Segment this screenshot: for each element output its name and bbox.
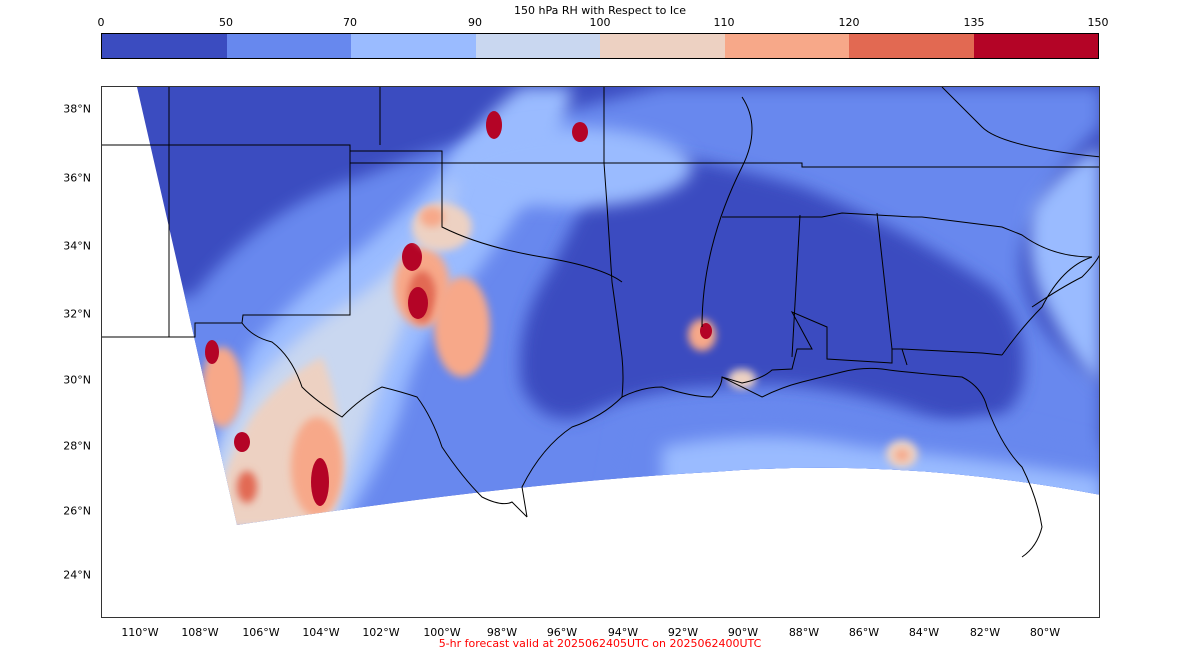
- rh-blob: [311, 458, 329, 506]
- colorbar-segment: [475, 34, 600, 58]
- colorbar-tick: 120: [838, 16, 860, 29]
- rh-zone-dry-east: [520, 147, 1024, 423]
- colorbar-segment: [226, 34, 351, 58]
- rh-blob: [408, 287, 428, 319]
- lat-label: 38°N: [63, 102, 91, 116]
- state-border: [168, 87, 623, 338]
- lon-label: 100°W: [423, 626, 461, 639]
- colorbar-title: 150 hPa RH with Respect to Ice: [514, 4, 686, 17]
- lat-label: 34°N: [63, 239, 91, 253]
- state-border: [1001, 256, 1093, 356]
- colorbar-segment: [849, 34, 974, 58]
- lon-label: 82°W: [969, 626, 1001, 639]
- lon-label: 98°W: [486, 626, 518, 639]
- rh-blob: [402, 243, 422, 271]
- state-border: [701, 96, 753, 328]
- lon-label: 104°W: [302, 626, 340, 639]
- lon-label: 88°W: [788, 626, 820, 639]
- lat-label: 32°N: [63, 307, 91, 321]
- rh-zone-north: [452, 127, 692, 207]
- map-panel: [101, 86, 1100, 618]
- coastline: [721, 367, 1043, 558]
- colorbar: [101, 33, 1099, 59]
- colorbar-tick: 100: [589, 16, 611, 29]
- lon-label: 110°W: [121, 626, 159, 639]
- state-border: [876, 212, 893, 350]
- lon-label: 90°W: [727, 626, 759, 639]
- rh-blob: [434, 277, 490, 377]
- state-border: [941, 87, 1099, 158]
- colorbar-segment: [724, 34, 849, 58]
- colorbar-tick: 70: [343, 16, 357, 29]
- rh-blob: [728, 369, 756, 389]
- state-border: [604, 162, 1099, 168]
- lat-label: 30°N: [63, 373, 91, 387]
- rh-blob: [202, 347, 242, 427]
- country-border: [241, 322, 528, 518]
- rh-blob: [895, 449, 909, 461]
- lon-label: 92°W: [667, 626, 699, 639]
- map-svg: [102, 87, 1099, 558]
- colorbar-tick: 150: [1087, 16, 1109, 29]
- lat-label: 28°N: [63, 439, 91, 453]
- lat-label: 24°N: [63, 568, 91, 582]
- lat-label: 36°N: [63, 171, 91, 185]
- rh-blob: [420, 207, 444, 227]
- coastline: [521, 396, 623, 518]
- lon-label: 102°W: [362, 626, 400, 639]
- colorbar-segment: [600, 34, 725, 58]
- lon-label: 80°W: [1029, 626, 1061, 639]
- boundaries: [102, 87, 1099, 558]
- lon-label: 108°W: [181, 626, 219, 639]
- colorbar-segment: [973, 34, 1098, 58]
- colorbar-tick: 110: [713, 16, 735, 29]
- coastline: [1031, 255, 1099, 308]
- state-border: [791, 214, 801, 358]
- state-border: [722, 212, 1093, 258]
- lon-label: 86°W: [848, 626, 880, 639]
- lon-label: 106°W: [242, 626, 280, 639]
- lon-label: 96°W: [546, 626, 578, 639]
- lat-label: 26°N: [63, 504, 91, 518]
- rh-zone-atlantic: [1029, 147, 1099, 387]
- rh-blob: [205, 340, 219, 364]
- lon-label: 94°W: [607, 626, 639, 639]
- forecast-caption: 5-hr forecast valid at 2025062405UTC on …: [438, 637, 762, 650]
- rh-blob: [234, 432, 250, 452]
- colorbar-tick: 90: [468, 16, 482, 29]
- lon-label: 84°W: [908, 626, 940, 639]
- state-border: [901, 348, 1003, 356]
- colorbar-tick: 0: [97, 16, 105, 29]
- state-border: [603, 162, 908, 398]
- rh-blob: [700, 323, 712, 339]
- colorbar-tick: 135: [963, 16, 985, 29]
- colorbar-tick: 50: [219, 16, 233, 29]
- rh-blob: [486, 111, 502, 139]
- rh-blob: [237, 471, 257, 503]
- colorbar-segment: [102, 34, 227, 58]
- rh-blob: [572, 122, 588, 142]
- colorbar-segment: [351, 34, 476, 58]
